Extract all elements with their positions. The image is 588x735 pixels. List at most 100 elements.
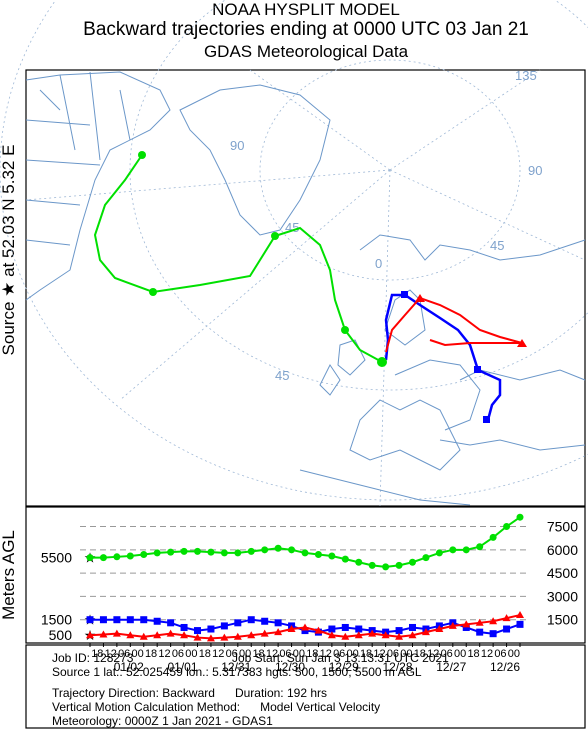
x-tick-label: 12	[373, 648, 385, 660]
point	[194, 627, 201, 635]
point	[126, 616, 134, 624]
point	[301, 627, 309, 635]
x-tick-label: 00	[508, 648, 520, 660]
grid-label: 45	[490, 238, 504, 253]
point	[287, 625, 296, 633]
point	[462, 620, 471, 628]
point	[167, 619, 175, 627]
date-label: 12/28	[382, 660, 412, 674]
point	[274, 628, 283, 636]
point	[207, 625, 215, 633]
graticule	[0, 0, 588, 507]
point	[422, 554, 430, 562]
point	[421, 628, 430, 636]
point	[503, 523, 511, 531]
point	[328, 552, 336, 560]
x-tick-label: 18	[467, 648, 479, 660]
x-tick-label: 12	[481, 648, 493, 660]
point	[207, 548, 215, 556]
point	[140, 550, 148, 558]
point	[368, 629, 377, 637]
point	[167, 548, 175, 556]
point	[220, 549, 228, 557]
x-tick-label: 18	[252, 648, 264, 660]
point	[341, 623, 349, 631]
height-chart	[25, 506, 586, 644]
point	[489, 533, 497, 541]
point	[301, 549, 309, 557]
point	[153, 549, 161, 557]
point	[260, 629, 269, 637]
date-label: 12/27	[436, 660, 466, 674]
point	[355, 625, 363, 633]
point	[234, 619, 242, 627]
point	[86, 554, 94, 562]
point	[382, 563, 390, 571]
meteorology: Meteorology: 0000Z 1 Jan 2021 - GDAS1	[52, 714, 273, 728]
point	[395, 632, 404, 640]
point	[99, 616, 107, 624]
point	[489, 617, 498, 625]
x-tick-label: 06	[226, 648, 238, 660]
x-tick-label: 18	[414, 648, 426, 660]
start-height-label: 5500	[41, 550, 72, 566]
point	[166, 629, 175, 637]
grid-label: 45	[275, 368, 289, 383]
point	[435, 549, 443, 557]
x-tick-label: 12	[320, 648, 332, 660]
map-frame	[25, 69, 586, 507]
point	[153, 617, 161, 625]
point	[409, 558, 416, 566]
date-label: 12/30	[275, 660, 305, 674]
y-axis-label: Meters AGL	[0, 530, 18, 620]
job-id: Job ID: 128273	[52, 651, 134, 665]
x-tick-label: 00	[400, 648, 412, 660]
point	[476, 628, 484, 636]
x-tick-label: 18	[91, 648, 103, 660]
point	[139, 632, 148, 640]
point	[516, 513, 524, 521]
grid-label: 135	[515, 68, 537, 83]
x-tick-label: 06	[279, 648, 291, 660]
point	[99, 554, 107, 562]
x-tick-label: 18	[360, 648, 372, 660]
point	[502, 614, 511, 622]
point	[314, 550, 322, 558]
grid-label: 0	[375, 256, 382, 271]
point	[368, 561, 376, 569]
title-line1: NOAA HYSPLIT MODEL	[212, 0, 400, 19]
point	[261, 546, 269, 554]
point	[140, 616, 148, 624]
point	[274, 619, 282, 627]
chart-frame	[25, 506, 586, 644]
x-tick-label: 12	[105, 648, 117, 660]
trajectory-markers	[138, 151, 527, 423]
footer-frame	[25, 644, 586, 729]
point	[516, 620, 524, 628]
point	[435, 625, 444, 633]
point	[449, 546, 457, 554]
source-label: Source ★ at 52.03 N 5.32 E	[0, 145, 18, 356]
point	[489, 630, 497, 638]
title-line3: GDAS Meteorological Data	[204, 42, 409, 61]
start-height-label: 1500	[41, 612, 72, 628]
coastlines	[25, 71, 586, 506]
direction: Trajectory Direction: Backward Duration:…	[52, 686, 327, 700]
point	[234, 549, 242, 557]
point	[220, 633, 229, 641]
x-tick-label: 00	[454, 648, 466, 660]
point	[194, 547, 201, 555]
point	[355, 558, 363, 566]
trajectory-500	[385, 296, 523, 353]
point	[247, 631, 256, 639]
point	[113, 553, 121, 561]
point	[341, 555, 349, 563]
x-tick-label: 06	[441, 648, 453, 660]
x-tick-label: 00	[185, 648, 197, 660]
point	[475, 618, 484, 626]
point	[462, 623, 470, 631]
y-tick-label: 4500	[547, 565, 578, 581]
point	[328, 625, 336, 633]
point	[180, 623, 188, 631]
date-label: 12/29	[329, 660, 359, 674]
